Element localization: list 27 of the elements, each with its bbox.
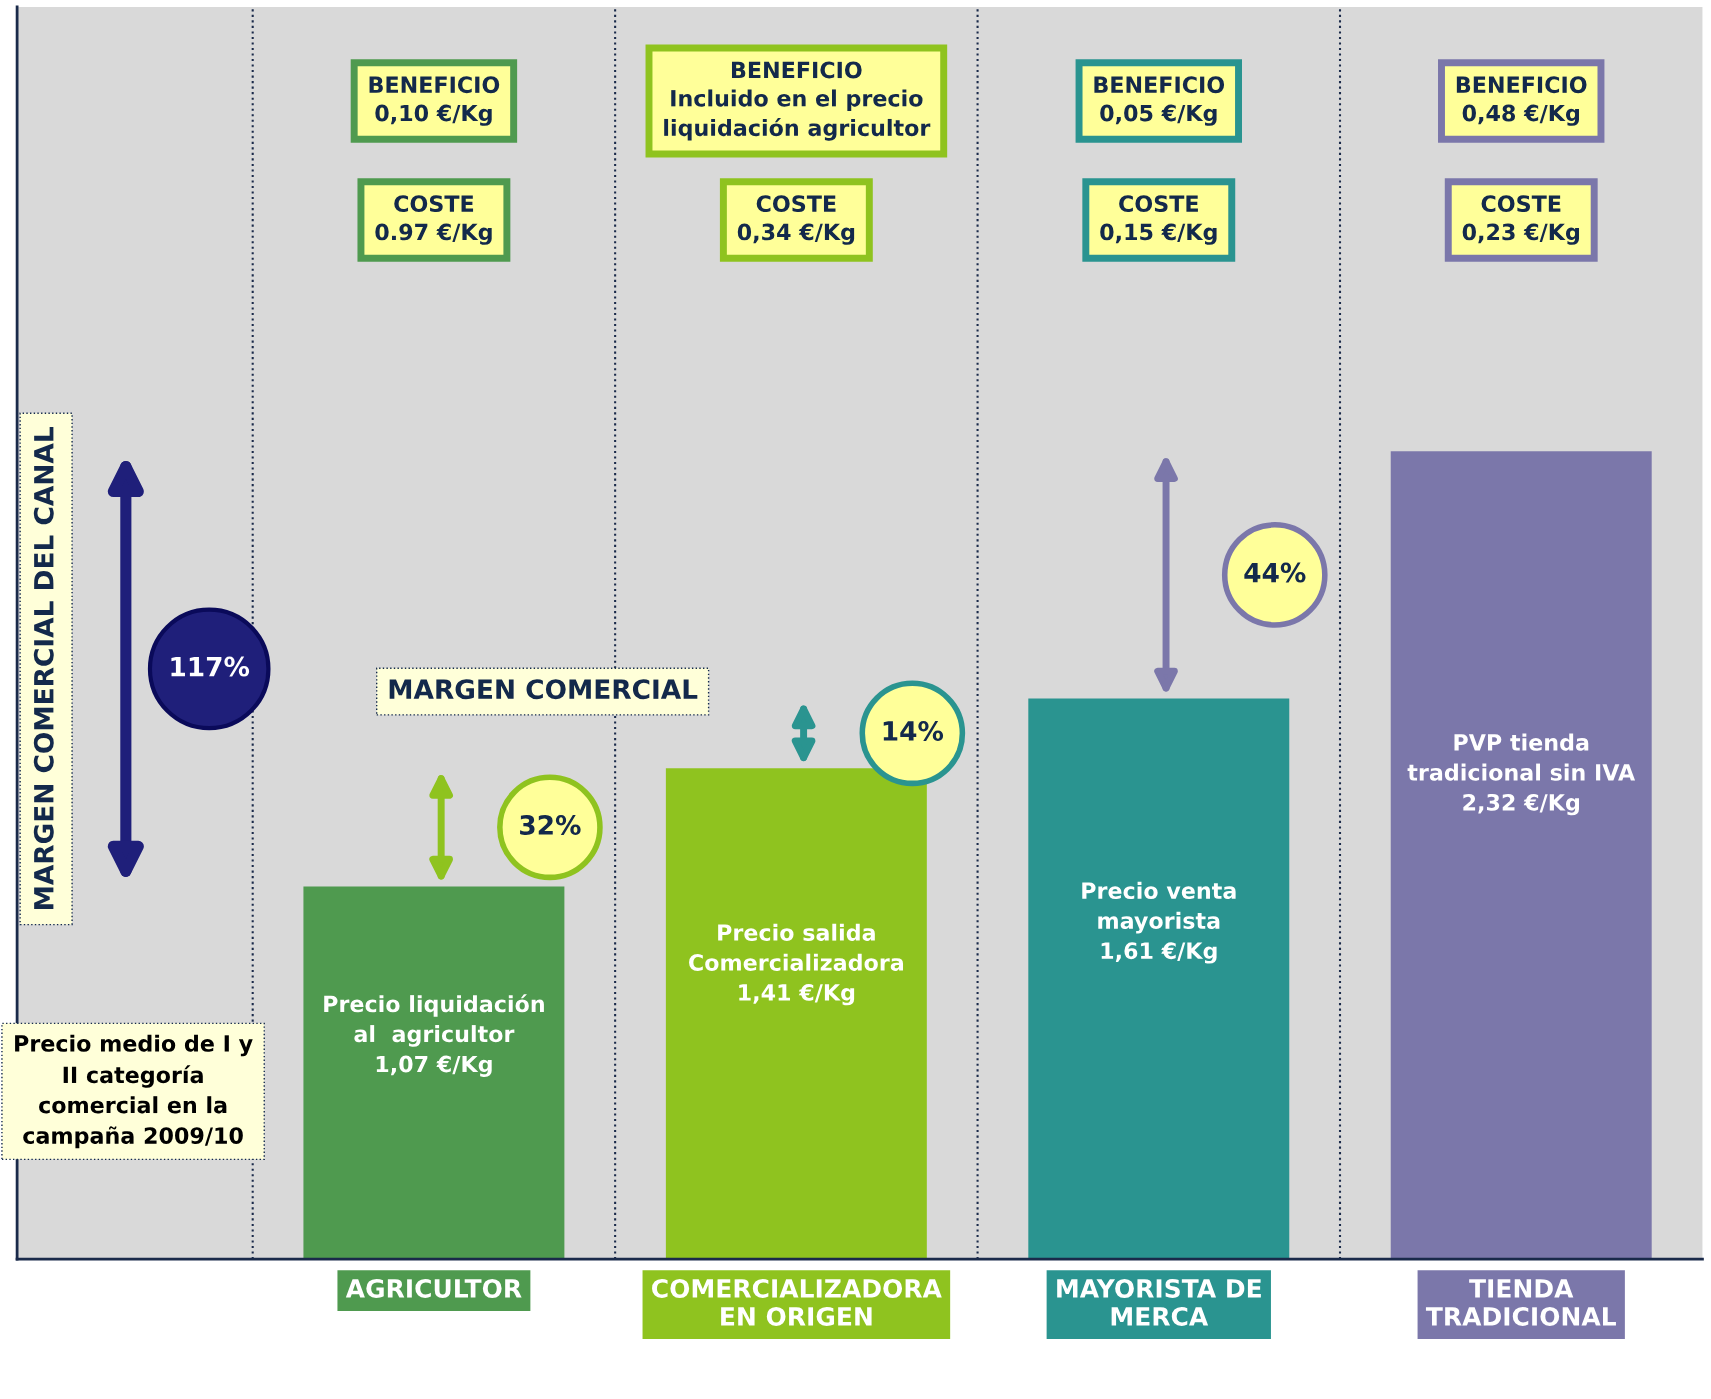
annotation: 44% xyxy=(1244,562,1306,583)
x-tick-label: TIENDA TRADICIONAL xyxy=(1425,1279,1616,1326)
bar xyxy=(1028,698,1290,1260)
data-label: Precio venta mayorista 1,61 €/Kg xyxy=(1082,881,1236,964)
x-tick-label: AGRICULTOR xyxy=(345,1278,522,1298)
annotation: MARGEN COMERCIAL DEL CANAL xyxy=(33,427,54,909)
annotation: 117% xyxy=(171,656,250,677)
data-label: PVP tienda tradicional sin IVA 2,32 €/Kg xyxy=(1407,733,1636,816)
annotation: 32% xyxy=(520,815,581,835)
annotation: MARGEN COMERCIAL xyxy=(389,679,698,700)
data-label: Precio liquidación al agricultor 1,07 €/Kg xyxy=(324,994,544,1077)
bar xyxy=(303,886,565,1260)
x-tick-label: MAYORISTA DE MERCA xyxy=(1057,1278,1261,1326)
bar xyxy=(665,768,927,1260)
text: COSTE 0,34 €/Kg xyxy=(737,195,855,245)
text: BENEFICIO 0,05 €/Kg xyxy=(1094,76,1225,126)
annotation: 14% xyxy=(883,721,944,741)
annotation: Precio medio de I y II categoría comercial en la campaña 2009/10 xyxy=(15,1034,253,1149)
text: COSTE 0,23 €/Kg xyxy=(1462,195,1579,245)
data-label: Precio salida Comercializadora 1,41 €/Kg xyxy=(689,923,904,1006)
x-tick-label: COMERCIALIZADORA EN ORIGEN xyxy=(652,1278,942,1326)
text: BENEFICIO Incluido en el precio liquidación agricultor xyxy=(664,61,931,141)
text: BENEFICIO 0,48 €/Kg xyxy=(1456,76,1587,126)
text: BENEFICIO 0,10 €/Kg xyxy=(369,76,500,126)
text: COSTE 0,15 €/Kg xyxy=(1100,195,1217,245)
text: COSTE 0.97 €/Kg xyxy=(375,195,492,245)
bar xyxy=(1390,451,1652,1260)
